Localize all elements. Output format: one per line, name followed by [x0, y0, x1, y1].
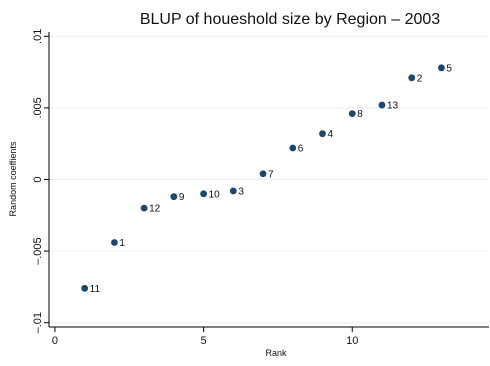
x-tick-label-2: 10	[346, 335, 358, 347]
data-point-2	[408, 74, 416, 82]
point-label-5: 5	[446, 63, 452, 74]
data-point-7	[259, 170, 267, 178]
x-tick-label-1: 5	[201, 335, 207, 347]
x-tick-label-0: 0	[52, 335, 58, 347]
data-point-10	[200, 190, 207, 198]
point-label-4: 4	[328, 129, 334, 140]
x-ticks: 0 5 10	[52, 327, 358, 347]
data-point-8	[348, 110, 356, 118]
point-label-9: 9	[179, 192, 185, 203]
point-label-13: 13	[387, 101, 399, 112]
point-label-3: 3	[238, 186, 244, 197]
data-point-12	[140, 204, 148, 212]
data-point-6	[289, 144, 297, 152]
chart-title: BLUP of houeshold size by Region – 2003	[140, 11, 440, 28]
point-label-6: 6	[298, 143, 304, 154]
y-tick-label-0: –.01	[32, 312, 44, 333]
point-label-12: 12	[149, 204, 161, 215]
y-tick-label-4: .01	[32, 29, 44, 44]
y-tick-label-1: –.005	[32, 237, 44, 265]
gridlines	[49, 35, 489, 324]
data-point-13	[378, 101, 386, 109]
point-label-8: 8	[357, 109, 363, 120]
y-tick-label-3: .005	[32, 97, 44, 118]
data-point-1	[111, 239, 118, 246]
data-point-4	[319, 130, 326, 138]
data-point-11	[81, 284, 89, 292]
point-label-10: 10	[209, 189, 221, 200]
point-label-7: 7	[268, 169, 274, 180]
y-ticks: –.01 –.005 0 .005 .01	[32, 29, 49, 333]
data-point-3	[229, 187, 237, 195]
x-axis-label: Rank	[265, 348, 287, 358]
data-point-9	[170, 193, 178, 201]
point-label-2: 2	[417, 73, 423, 84]
y-tick-label-2: 0	[32, 176, 44, 182]
data-point-5	[438, 64, 445, 72]
point-label-11: 11	[90, 284, 101, 295]
y-axis-label: Random coeffients	[8, 141, 18, 216]
point-label-1: 1	[119, 238, 125, 249]
